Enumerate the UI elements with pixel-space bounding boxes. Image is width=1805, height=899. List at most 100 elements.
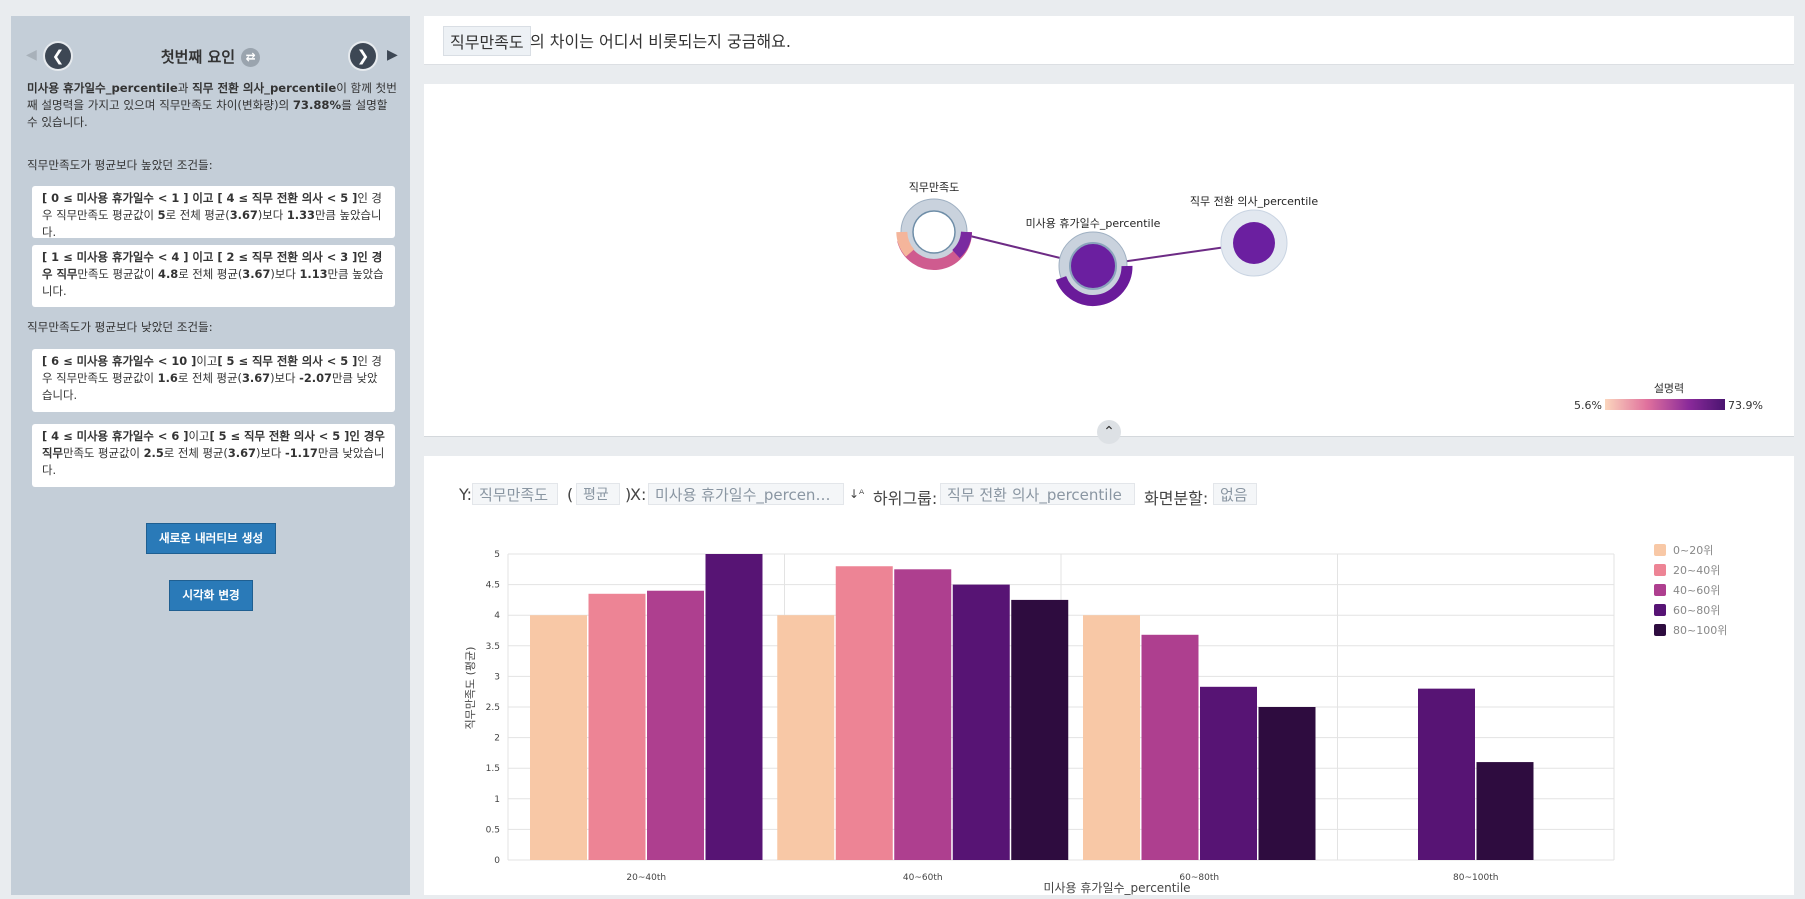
bar[interactable] <box>1258 707 1316 860</box>
next-small-arrow-icon[interactable]: ▶ <box>387 47 398 63</box>
legend-swatch <box>1654 564 1666 576</box>
condition-diff: 1.13 <box>299 267 328 281</box>
condition-text-2: [ 5 ≤ 직무 전환 의사 < 5 ]인 경우 직무 <box>42 429 385 460</box>
summary-var1: 미사용 휴가일수_percentile <box>27 81 178 95</box>
legend-swatch <box>1654 544 1666 556</box>
x-tick-label: 20~40th <box>626 873 666 883</box>
y-tick-label: 5 <box>494 550 500 560</box>
condition-rest4: 만큼 높았습니다. <box>42 267 384 298</box>
condition-rest4: 만큼 낮았습니다. <box>42 446 385 477</box>
bar[interactable] <box>894 569 952 860</box>
bar[interactable] <box>647 590 704 860</box>
factor-title-text: 첫번째 요인 <box>160 48 236 66</box>
legend-min-label: 5.6% <box>1574 399 1602 412</box>
collapse-graph-button[interactable]: ⌃ <box>1097 420 1121 444</box>
chart-legend: 0~20위 20~40위 40~60위 60~80위 80~100위 <box>1654 544 1727 637</box>
subgroup-select[interactable]: 직무 전환 의사_percentile <box>940 483 1135 505</box>
condition-average: 3.67 <box>227 446 256 460</box>
chart-ticks: 0 0.5 1 1.5 2 2.5 3 3.5 4 4.5 5 20~40th 40~60th 60~80… <box>486 550 1499 883</box>
prev-factor-button[interactable]: ❮ <box>45 43 71 69</box>
bar[interactable] <box>1476 762 1534 860</box>
x-axis-title: 미사용 휴가일수_percentile <box>1043 881 1190 895</box>
graph-node-factor-2[interactable] <box>1220 209 1288 277</box>
y-tick-label: 0 <box>494 856 500 866</box>
bar[interactable] <box>1141 634 1199 860</box>
summary-text-2: 이 함께 첫번째 설명력을 가지고 있으며 직무만족도 차이(변화량)의 <box>27 81 397 112</box>
legend-item-label[interactable]: 0~20위 <box>1673 544 1713 557</box>
swap-icon[interactable]: ⇄ <box>241 48 261 67</box>
bar[interactable] <box>1200 686 1257 860</box>
condition-value: 4.8 <box>158 267 179 281</box>
legend-item-label[interactable]: 20~40위 <box>1673 564 1720 577</box>
legend-item-label[interactable]: 40~60위 <box>1673 584 1720 597</box>
condition-rest2: 로 전체 평균( <box>165 208 230 222</box>
prev-small-arrow-icon[interactable]: ◀ <box>26 47 37 63</box>
sort-az-icon[interactable]: ↓ᴬ <box>849 487 865 501</box>
chevron-up-icon: ⌃ <box>1103 424 1115 440</box>
legend-item-label[interactable]: 60~80위 <box>1673 604 1720 617</box>
condition-mid: 이고 <box>188 429 210 443</box>
condition-rest2: 로 전체 평균( <box>178 267 243 281</box>
y-tick-label: 2.5 <box>486 703 500 713</box>
condition-mid: 이고 <box>196 354 218 368</box>
bar[interactable] <box>777 615 835 860</box>
bar[interactable] <box>530 615 587 860</box>
chart-panel: Y: 직무만족도 ( 평균 ) X: 미사용 휴가일수_percen… ↓ᴬ 하… <box>424 456 1794 895</box>
legend-title: 설명력 <box>1654 382 1684 395</box>
condition-value: 5 <box>157 208 166 222</box>
legend-swatch <box>1654 604 1666 616</box>
question-bar: 직무만족도 의 차이는 어디서 비롯되는지 궁금해요. <box>424 16 1794 65</box>
change-visualization-button[interactable]: 시각화 변경 <box>169 580 253 611</box>
legend-swatch <box>1654 584 1666 596</box>
bar[interactable] <box>1011 599 1069 860</box>
x-variable-select[interactable]: 미사용 휴가일수_percen… <box>648 483 844 505</box>
condition-rest1: 인 경우 직무만족도 평균값이 <box>42 191 382 222</box>
condition-rest1: 만족도 평균값이 <box>62 446 144 460</box>
condition-diff: 1.33 <box>286 208 315 222</box>
condition-text: [ 1 ≤ 미사용 휴가일수 < 4 ] 이고 [ 2 ≤ 직무 전환 의사 <… <box>42 250 383 281</box>
condition-card-low-1: [ 6 ≤ 미사용 휴가일수 < 10 ]이고[ 5 ≤ 직무 전환 의사 < … <box>32 349 395 412</box>
bar[interactable] <box>705 554 763 860</box>
target-variable-chip[interactable]: 직무만족도 <box>443 26 531 56</box>
condition-text: [ 4 ≤ 미사용 휴가일수 < 6 ] <box>42 429 189 443</box>
narrative-panel: ◀ ❮ 첫번째 요인 ⇄ ❯ ▶ 미사용 휴가일수_percentile과 직무 … <box>11 16 410 895</box>
bar[interactable] <box>952 584 1010 860</box>
bar[interactable] <box>588 593 646 860</box>
new-narrative-button[interactable]: 새로운 내러티브 생성 <box>146 523 276 554</box>
graph-node-label: 직무 전환 의사_percentile <box>1190 195 1318 208</box>
higher-conditions-label: 직무만족도가 평균보다 높았던 조건들: <box>27 158 213 172</box>
aggregation-select[interactable]: 평균 <box>576 483 620 505</box>
split-select[interactable]: 없음 <box>1213 483 1257 505</box>
legend-item-label[interactable]: 80~100위 <box>1673 624 1727 637</box>
factor-graph-panel: 직무만족도 미사용 휴가일수_percentile 직무 전환 의사_perce… <box>424 84 1794 437</box>
summary-percent: 73.88% <box>292 98 342 112</box>
agg-open-paren: ( <box>567 485 574 504</box>
y-tick-label: 4 <box>494 611 500 621</box>
question-text: 의 차이는 어디서 비롯되는지 궁금해요. <box>530 32 791 51</box>
graph-node-factor-1[interactable] <box>1055 231 1133 306</box>
y-variable-select[interactable]: 직무만족도 <box>472 483 558 505</box>
legend-swatch <box>1654 624 1666 636</box>
condition-rest1: 인 경우 직무만족도 평균값이 <box>42 354 382 385</box>
x-tick-label: 40~60th <box>903 873 943 883</box>
condition-average: 3.67 <box>229 208 258 222</box>
condition-average: 3.67 <box>241 371 271 385</box>
bar[interactable] <box>835 566 893 860</box>
bar-chart: 0 0.5 1 1.5 2 2.5 3 3.5 4 4.5 5 20~40th 40~60th 60~80… <box>464 544 1727 895</box>
graph-node-target[interactable] <box>896 198 972 270</box>
chevron-left-icon: ❮ <box>51 47 65 65</box>
graph-node-label: 미사용 휴가일수_percentile <box>1026 216 1161 230</box>
bar[interactable] <box>1083 615 1140 860</box>
condition-value: 1.6 <box>157 371 178 385</box>
y-tick-label: 3.5 <box>486 642 500 652</box>
x-tick-label: 60~80th <box>1179 873 1219 883</box>
y-tick-label: 4.5 <box>486 581 500 591</box>
next-factor-button[interactable]: ❯ <box>350 43 376 69</box>
condition-rest3: )보다 <box>257 208 287 222</box>
y-tick-label: 3 <box>494 672 500 682</box>
bar[interactable] <box>1418 688 1475 860</box>
y-tick-label: 1 <box>494 795 500 805</box>
condition-rest1: 만족도 평균값이 <box>77 267 159 281</box>
legend-max-label: 73.9% <box>1728 399 1763 412</box>
condition-rest3: )보다 <box>270 371 300 385</box>
